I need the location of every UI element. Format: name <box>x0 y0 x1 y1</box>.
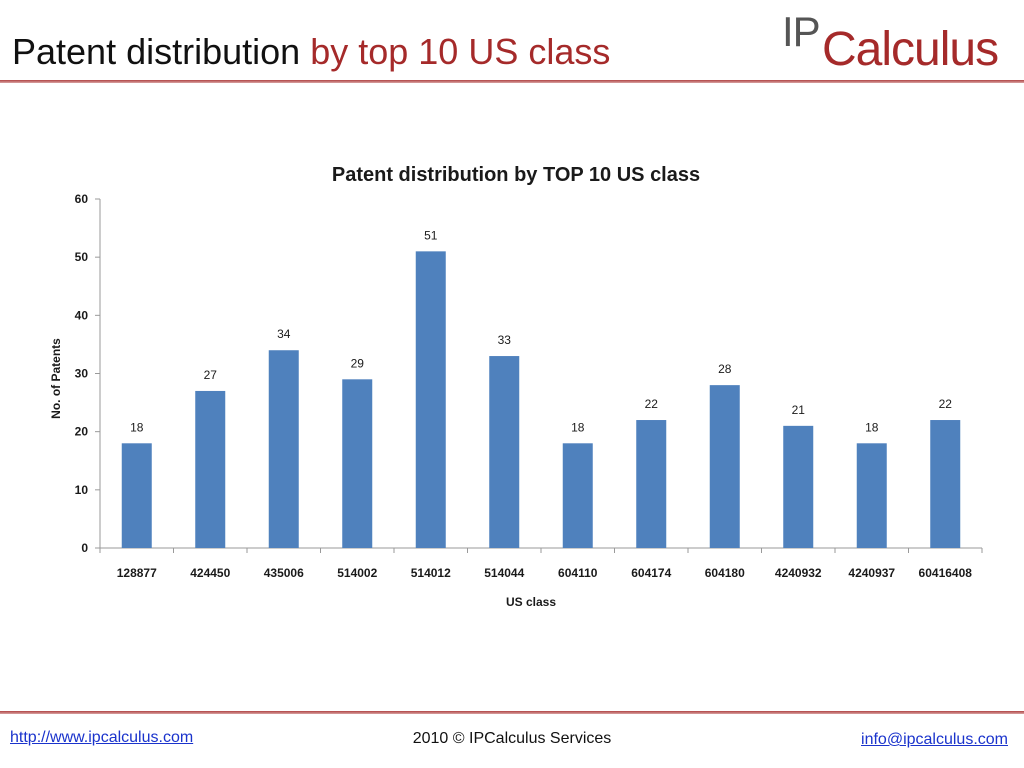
bar-chart-svg: Patent distribution by TOP 10 US class 0 1… <box>49 164 983 609</box>
bar <box>636 420 667 548</box>
x-tick-label: 604174 <box>631 566 671 580</box>
bar <box>856 443 887 548</box>
website-link[interactable]: http://www.ipcalculus.com <box>10 729 194 746</box>
x-tick-label: 514002 <box>337 566 377 580</box>
x-tick-label: 4240932 <box>775 566 822 580</box>
ipcalculus-logo: IP Calculus <box>782 4 1002 76</box>
x-tick-label: 4240937 <box>848 566 895 580</box>
data-label: 29 <box>351 356 365 370</box>
data-label: 22 <box>939 397 953 411</box>
copyright-text: 2010 © IPCalculus Services <box>412 730 612 747</box>
data-label: 18 <box>571 420 585 434</box>
bar-chart: Patent distribution by TOP 10 US class 0 1… <box>0 150 1024 630</box>
y-tick-label: 10 <box>75 483 89 497</box>
bar <box>121 443 152 548</box>
data-label: 28 <box>718 362 732 376</box>
x-tick-label: 604180 <box>705 566 745 580</box>
slide-title-accent: by top 10 US class <box>310 31 611 72</box>
email-link[interactable]: info@ipcalculus.com <box>861 731 1008 748</box>
data-label: 21 <box>792 403 806 417</box>
y-tick-label: 30 <box>75 367 89 381</box>
data-label: 18 <box>865 420 879 434</box>
slide-title-main: Patent distribution <box>12 31 301 72</box>
x-tick-label: 424450 <box>190 566 230 580</box>
data-label: 22 <box>645 397 659 411</box>
bar <box>268 350 299 548</box>
bar <box>415 251 446 548</box>
bar <box>489 356 520 548</box>
bar <box>783 425 814 548</box>
x-tick-label: 60416408 <box>919 566 973 580</box>
data-label: 51 <box>424 228 438 242</box>
y-tick-label: 60 <box>75 192 89 206</box>
x-tick-label: 514012 <box>411 566 451 580</box>
bar <box>562 443 593 548</box>
footer-divider <box>0 711 1024 714</box>
bar <box>709 385 740 548</box>
data-label: 34 <box>277 327 291 341</box>
data-label: 27 <box>204 368 218 382</box>
y-tick-label: 0 <box>81 541 88 555</box>
x-axis-label: US class <box>506 595 556 609</box>
y-tick-label: 40 <box>75 308 89 322</box>
bar <box>195 390 226 548</box>
y-axis-label: No. of Patents <box>49 338 63 419</box>
slide-title: Patent distribution by top 10 US class <box>12 30 610 74</box>
chart-title: Patent distribution by TOP 10 US class <box>332 164 700 186</box>
data-label: 33 <box>498 333 512 347</box>
bar <box>930 420 961 548</box>
header-divider <box>0 80 1024 83</box>
x-tick-label: 604110 <box>558 566 598 580</box>
data-label: 18 <box>130 420 144 434</box>
x-tick-label: 514044 <box>484 566 524 580</box>
x-tick-label: 128877 <box>117 566 157 580</box>
y-tick-label: 20 <box>75 425 89 439</box>
bar <box>342 379 373 548</box>
y-tick-label: 50 <box>75 250 89 264</box>
logo-calculus-text: Calculus <box>822 23 999 76</box>
x-tick-label: 435006 <box>264 566 304 580</box>
logo-ip-text: IP <box>782 8 821 55</box>
